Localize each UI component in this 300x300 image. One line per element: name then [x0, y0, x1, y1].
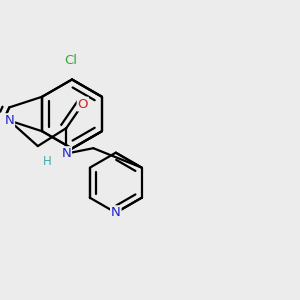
- Text: Cl: Cl: [64, 54, 77, 68]
- Text: N: N: [61, 147, 71, 160]
- Text: H: H: [42, 154, 51, 168]
- Text: N: N: [4, 114, 14, 127]
- Text: O: O: [78, 98, 88, 111]
- Text: N: N: [111, 206, 121, 219]
